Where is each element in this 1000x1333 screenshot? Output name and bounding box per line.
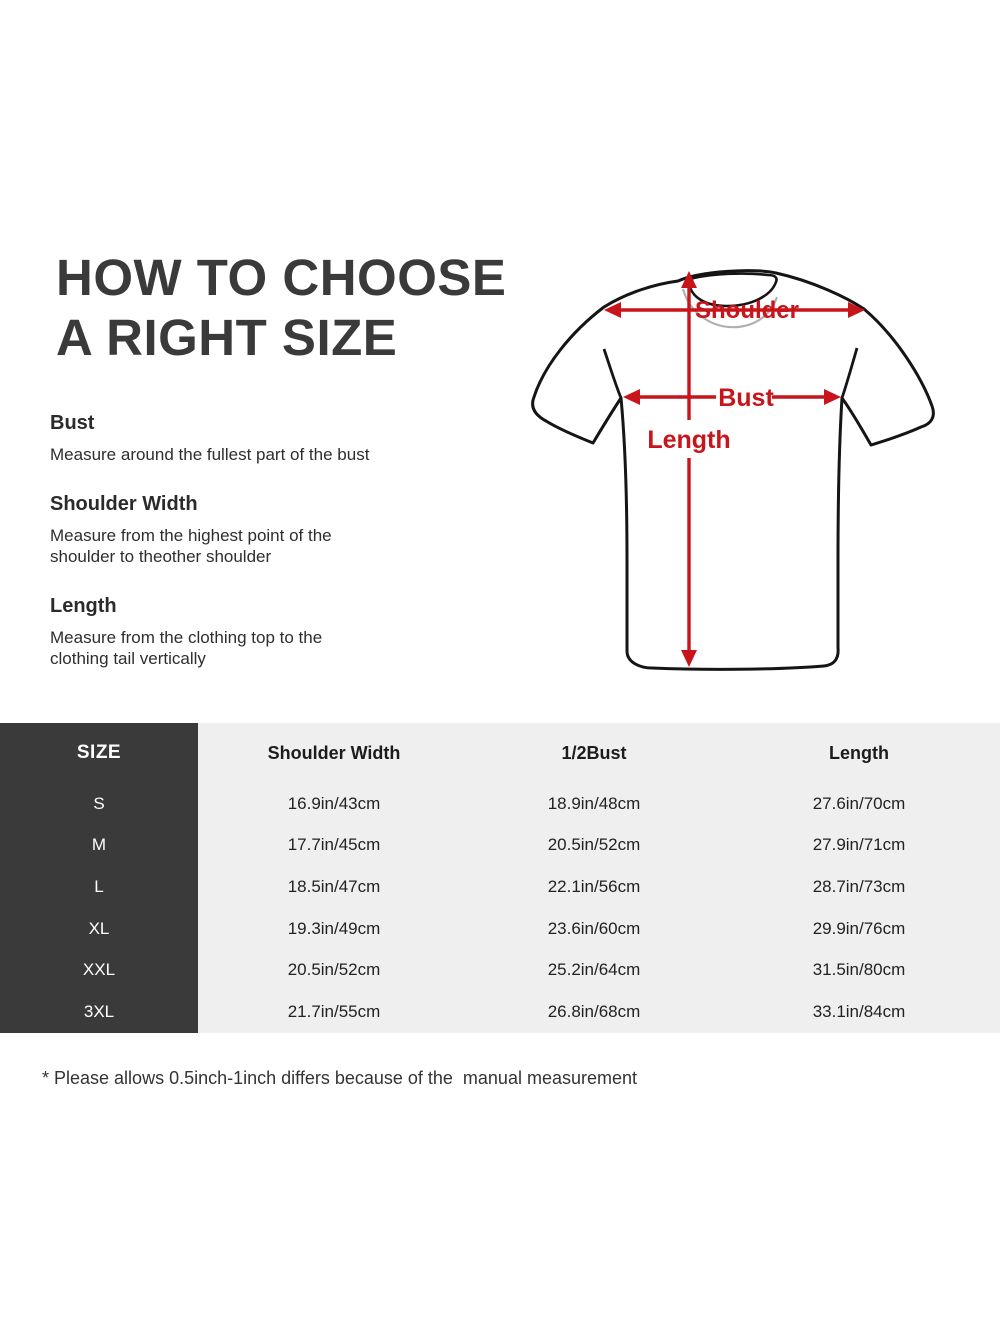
page-title: HOW TO CHOOSE A RIGHT SIZE <box>56 248 506 368</box>
table-cell: 28.7in/73cm <box>812 877 906 897</box>
length-heading: Length <box>50 594 117 617</box>
table-cell: 29.9in/76cm <box>812 918 906 938</box>
table-cell: 18.9in/48cm <box>547 793 641 813</box>
right-armpit-crease <box>840 347 859 399</box>
table-cell: 21.7in/55cm <box>287 1002 381 1022</box>
table-cell: 18.5in/47cm <box>287 877 381 897</box>
table-cell: 27.6in/70cm <box>812 793 906 813</box>
column-header-shoulder-width: Shoulder Width <box>267 742 401 763</box>
table-cell: 23.6in/60cm <box>547 918 641 938</box>
measurement-instructions: Bust Measure around the fullest part of … <box>50 412 480 670</box>
left-armpit-crease <box>602 348 623 399</box>
column-header-size: SIZE <box>0 723 198 783</box>
size-chart-table: SIZE Shoulder Width 1/2Bust Length S 16.… <box>0 723 1000 1033</box>
table-cell: 17.7in/45cm <box>287 835 381 855</box>
table-cell: 20.5in/52cm <box>547 835 641 855</box>
table-cell: 26.8in/68cm <box>547 1002 641 1022</box>
column-header-half-bust: 1/2Bust <box>561 742 627 763</box>
bust-arrow-label: Bust <box>718 384 774 412</box>
shoulder-width-description-line2: shoulder to theother shoulder <box>50 547 272 566</box>
length-description-line1: Measure from the clothing top to the <box>50 627 323 647</box>
shoulder-measure-arrow <box>604 302 865 318</box>
tshirt-diagram-svg: Shoulder Bust Length <box>531 269 935 671</box>
bust-description: Measure around the fullest part of the b… <box>50 445 370 464</box>
page-title-line1: HOW TO CHOOSE <box>56 249 507 306</box>
table-cell: 33.1in/84cm <box>812 1002 906 1022</box>
length-description-line2: clothing tail vertically <box>50 649 206 668</box>
table-row-size-label: M <box>0 824 198 867</box>
table-cell: 31.5in/80cm <box>812 960 906 980</box>
bust-measure-arrow <box>623 389 841 405</box>
page-title-line2: A RIGHT SIZE <box>56 309 398 366</box>
table-cell: 22.1in/56cm <box>547 877 641 897</box>
table-row-size-label: L <box>0 866 198 908</box>
bust-heading: Bust <box>50 412 95 434</box>
shoulder-arrow-label: Shoulder <box>695 297 799 324</box>
table-row-size-label: XL <box>0 908 198 950</box>
column-header-length: Length <box>829 742 889 763</box>
measurement-disclaimer: * Please allows 0.5inch-1inch differs be… <box>42 1068 638 1088</box>
table-cell: 20.5in/52cm <box>287 960 381 980</box>
shoulder-width-description-line1: Measure from the highest point of the <box>50 525 332 545</box>
table-cell: 19.3in/49cm <box>287 918 381 938</box>
tshirt-outline <box>531 269 935 671</box>
shoulder-width-heading: Shoulder Width <box>50 492 198 515</box>
length-arrow-label: Length <box>647 426 730 454</box>
collar-opening <box>687 272 778 308</box>
table-row-size-label: XXL <box>0 949 198 992</box>
length-measure-arrow <box>681 271 697 667</box>
tshirt-measurement-diagram: Shoulder Bust Length <box>515 250 965 680</box>
table-cell: 25.2in/64cm <box>547 960 641 980</box>
table-row-size-label: 3XL <box>0 991 198 1033</box>
table-row-size-label: S <box>0 783 198 825</box>
table-cell: 27.9in/71cm <box>812 835 906 855</box>
table-cell: 16.9in/43cm <box>287 793 381 813</box>
